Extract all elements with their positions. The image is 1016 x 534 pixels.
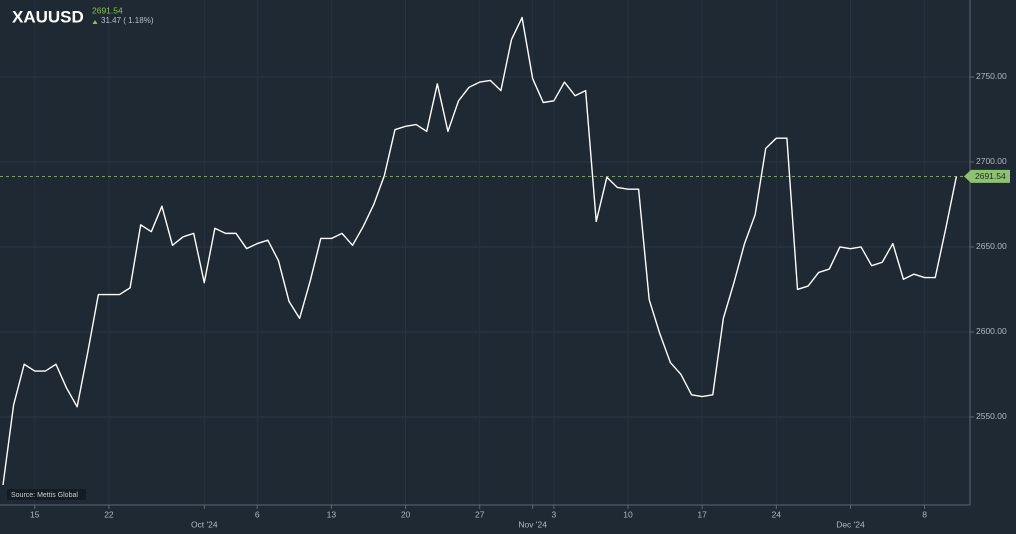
source: Source: Mettis Global (11, 492, 78, 499)
x-tick-label: 15 (30, 509, 40, 519)
x-tick-label: Dec '24 (836, 519, 865, 529)
x-tick-label: 17 (697, 509, 707, 519)
x-tick-label: 20 (401, 509, 411, 519)
x-tick-label: 3 (551, 509, 556, 519)
x-tick-label: 8 (922, 509, 927, 519)
change-label: 31.47 ( 1.18%) (101, 16, 154, 25)
x-tick-label: 13 (327, 509, 337, 519)
y-tick-label: 2700.00 (976, 156, 1007, 166)
x-tick-label: Nov '24 (518, 519, 547, 529)
x-tick-label: 27 (475, 509, 485, 519)
x-tick-label: 10 (623, 509, 633, 519)
last-price-badge-label: 2691.54 (975, 171, 1006, 181)
x-tick-label: Oct '24 (191, 519, 218, 529)
y-tick-label: 2550.00 (976, 411, 1007, 421)
price-line (2, 16, 958, 486)
x-tick-label: 22 (104, 509, 114, 519)
y-tick-label: 2750.00 (976, 71, 1007, 81)
x-tick-label: 24 (772, 509, 782, 519)
x-tick-label: 6 (255, 509, 260, 519)
chart-title: XAUUSD (12, 7, 84, 26)
up-arrow (92, 20, 98, 24)
plot (0, 16, 970, 486)
last-price: 2691.54 (92, 5, 123, 15)
last-price-badge (964, 169, 1010, 183)
source-box (7, 489, 86, 500)
grid (0, 76, 970, 418)
y-tick-label: 2650.00 (976, 241, 1007, 251)
y-tick-label: 2600.00 (976, 326, 1007, 336)
